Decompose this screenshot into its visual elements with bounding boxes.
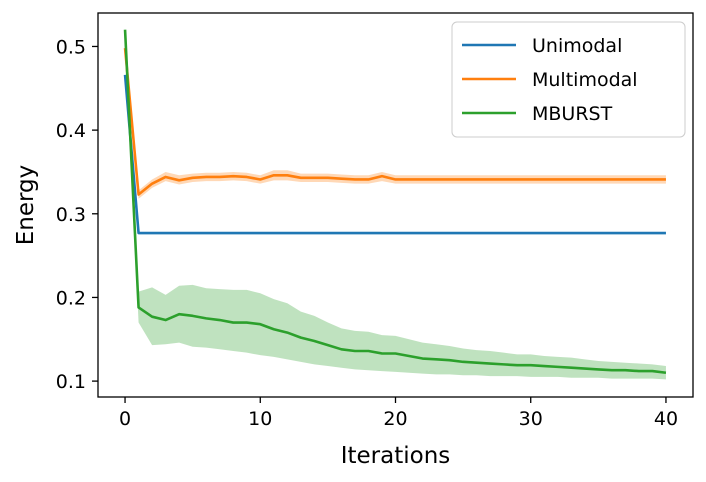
y-tick-label: 0.4	[56, 120, 86, 142]
x-tick-label: 20	[383, 408, 407, 430]
y-tick-label: 0.1	[56, 371, 86, 393]
line-unimodal	[123, 74, 666, 235]
x-axis-label: Iterations	[341, 443, 451, 469]
legend-label-unimodal: Unimodal	[532, 35, 622, 57]
x-tick-label: 40	[654, 408, 678, 430]
line-mburst	[123, 29, 667, 375]
y-tick-label: 0.5	[56, 36, 86, 58]
legend: Unimodal Multimodal MBURST	[451, 21, 686, 138]
y-tick-label: 0.2	[56, 287, 86, 309]
x-tick-label: 10	[248, 408, 272, 430]
y-axis: 0.1 0.2 0.3 0.4 0.5	[56, 36, 98, 393]
y-tick-label: 0.3	[56, 204, 86, 226]
legend-label-multimodal: Multimodal	[532, 69, 638, 91]
band-multimodal	[125, 48, 666, 199]
line-multimodal	[123, 48, 666, 196]
x-axis: 0 10 20 30 40	[119, 397, 678, 430]
x-tick-label: 0	[119, 408, 131, 430]
series-lines	[123, 29, 667, 375]
y-axis-label: Energy	[13, 165, 39, 246]
confidence-bands	[125, 29, 666, 380]
x-tick-label: 30	[519, 408, 543, 430]
legend-box	[451, 21, 686, 138]
legend-label-mburst: MBURST	[532, 103, 613, 125]
